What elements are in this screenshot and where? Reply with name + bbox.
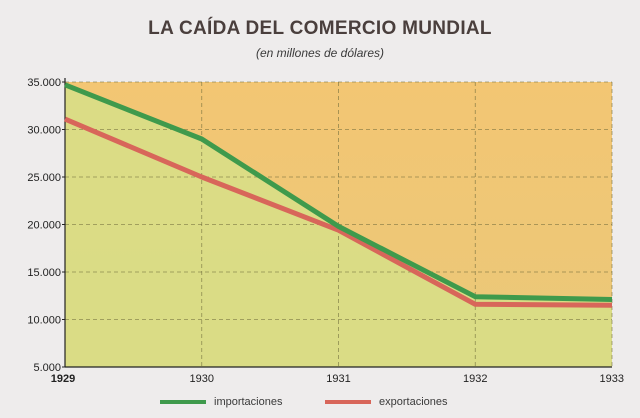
y-tick-label-5000: 5.000 xyxy=(33,362,61,374)
x-tick-label-1933: 1933 xyxy=(600,373,624,385)
legend-item-exportaciones: exportaciones xyxy=(325,396,448,408)
y-tick-label-35000: 35.000 xyxy=(27,77,61,89)
x-tick-label-1932: 1932 xyxy=(463,373,487,385)
y-tick-label-10000: 10.000 xyxy=(27,315,61,327)
legend-swatch-importaciones xyxy=(160,400,206,404)
legend-label-exportaciones: exportaciones xyxy=(379,396,448,408)
legend-swatch-exportaciones xyxy=(325,400,371,404)
legend-label-importaciones: importaciones xyxy=(214,396,283,408)
legend-item-importaciones: importaciones xyxy=(160,396,282,408)
chart-title: LA CAÍDA DEL COMERCIO MUNDIAL xyxy=(148,18,492,39)
x-tick-label-1929: 1929 xyxy=(51,373,75,385)
legend: importaciones exportaciones xyxy=(0,396,640,412)
x-tick-label-1931: 1931 xyxy=(326,373,350,385)
y-tick-label-25000: 25.000 xyxy=(27,172,61,184)
chart-subtitle: (en millones de dólares) xyxy=(255,46,385,60)
y-tick-label-20000: 20.000 xyxy=(27,220,61,232)
x-tick-label-1930: 1930 xyxy=(190,373,214,385)
y-tick-label-30000: 30.000 xyxy=(27,125,61,137)
y-tick-label-15000: 15.000 xyxy=(27,267,61,279)
